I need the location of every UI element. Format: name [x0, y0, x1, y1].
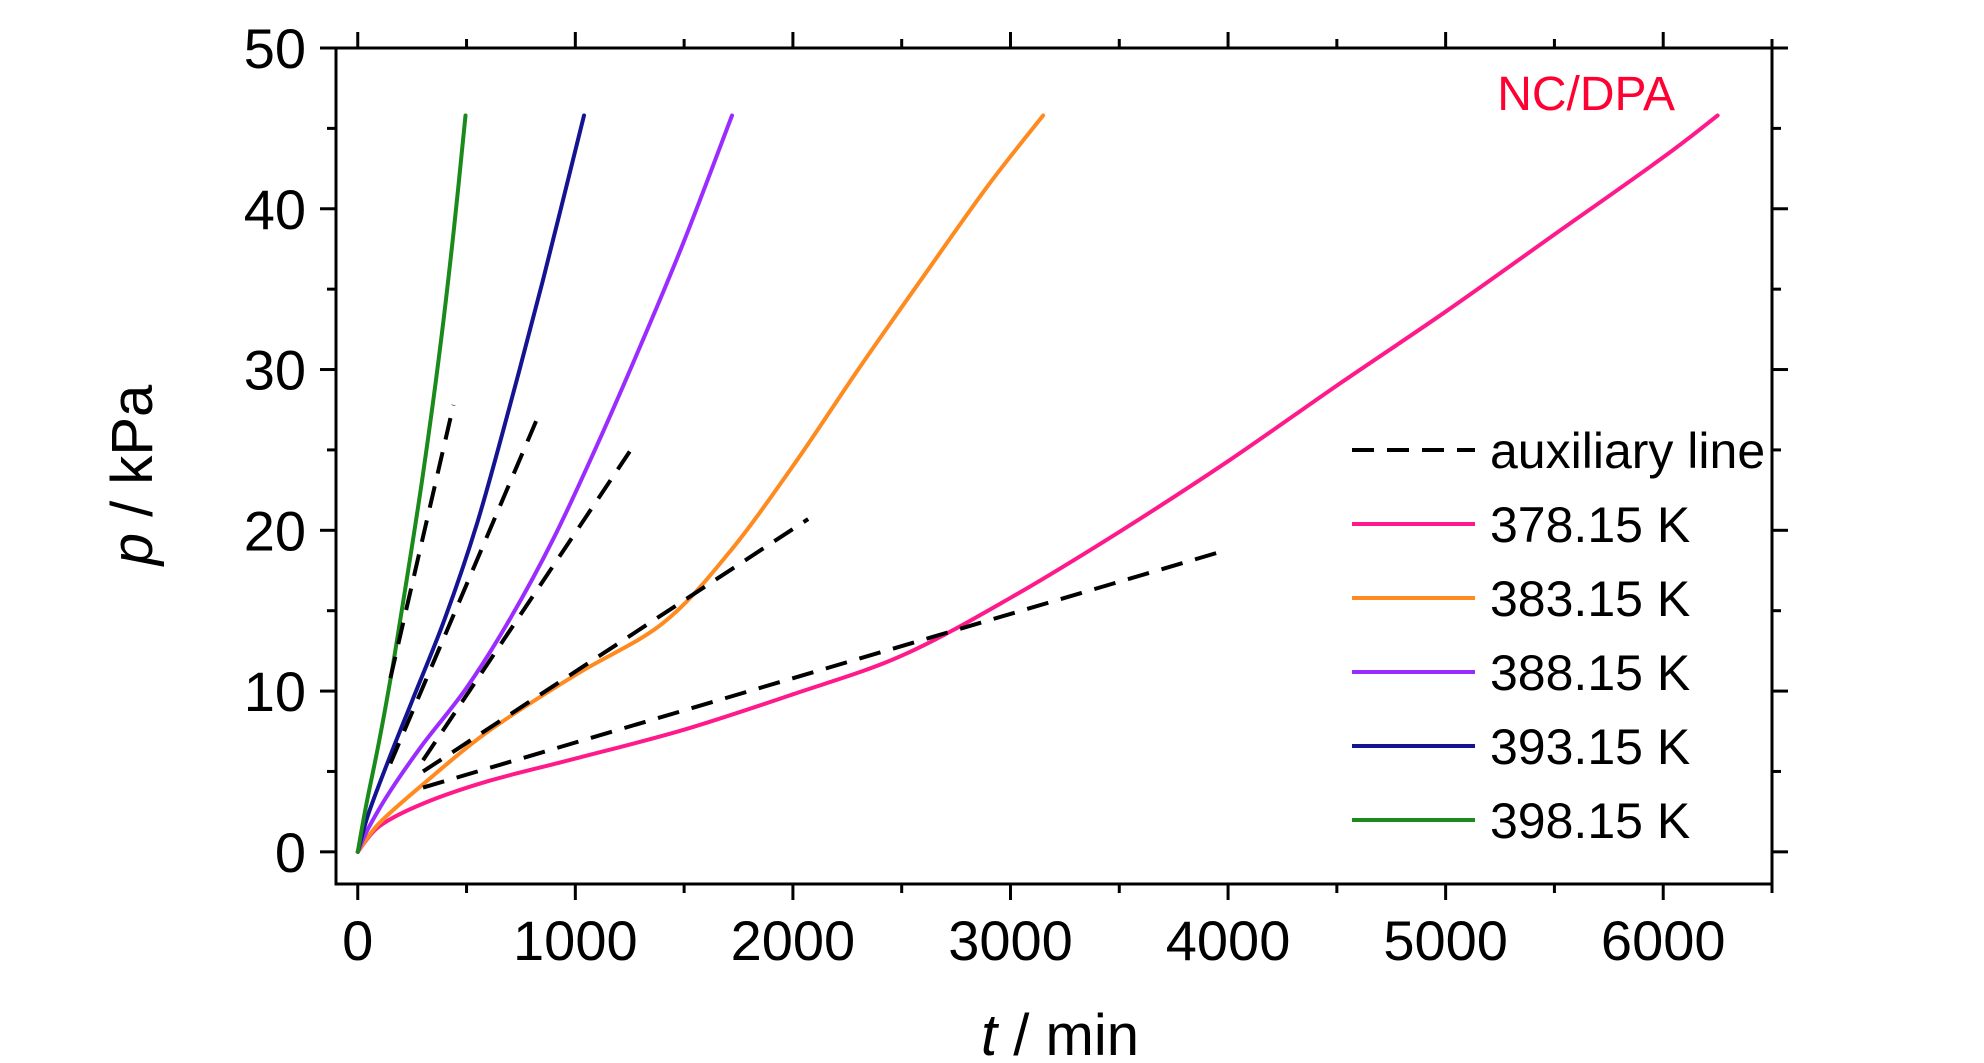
- x-tick-label: 0: [342, 909, 373, 972]
- x-axis-title-var: t: [981, 1003, 1000, 1063]
- legend-label-auxiliary-line: auxiliary line: [1490, 423, 1765, 479]
- legend-label-393-15-k: 393.15 K: [1490, 719, 1690, 775]
- y-axis-title: p / kPa: [100, 384, 165, 567]
- plot-frame: [334, 46, 1774, 886]
- legend: auxiliary line 378.15 K 383.15 K 388.15 K 39…: [1352, 423, 1765, 849]
- y-tick-label: 20: [244, 499, 306, 562]
- y-tick-label: 50: [244, 17, 306, 80]
- plot-area: [355, 113, 1720, 854]
- series-line-398-15-k: [355, 113, 468, 854]
- auxiliary-line-segment-1: [422, 547, 1229, 790]
- legend-label-388-15-k: 388.15 K: [1490, 645, 1690, 701]
- y-tick-label: 40: [244, 178, 306, 241]
- legend-label-398-15-k: 398.15 K: [1490, 793, 1690, 849]
- y-tick-label: 30: [244, 339, 306, 402]
- series-line-393-15-k: [355, 113, 586, 854]
- x-axis-title: t / min: [981, 1003, 1139, 1063]
- series-line-383-15-k: [355, 113, 1046, 854]
- legend-label-378-15-k: 378.15 K: [1490, 497, 1690, 553]
- x-axis-title-unit: / min: [997, 1003, 1139, 1063]
- series-line-378-15-k: [355, 113, 1720, 854]
- axes: 0 1000 2000 3000 4000 5000 6000 0 10 20 30 40 50: [244, 17, 1788, 972]
- auxiliary-line-segment-5: [388, 404, 456, 679]
- x-tick-label: 1000: [513, 909, 638, 972]
- y-tick-label: 0: [275, 821, 306, 884]
- chart-annotation: NC/DPA: [1497, 68, 1675, 121]
- legend-label-383-15-k: 383.15 K: [1490, 571, 1690, 627]
- y-tick-label: 10: [244, 660, 306, 723]
- series-line-388-15-k: [355, 113, 734, 854]
- y-axis-title-unit: / kPa: [100, 384, 165, 533]
- x-tick-label: 4000: [1166, 909, 1291, 972]
- auxiliary-line-segment-4: [388, 420, 539, 765]
- y-axis-title-var: p: [100, 533, 165, 567]
- x-tick-label: 6000: [1601, 909, 1726, 972]
- x-tick-label: 3000: [948, 909, 1073, 972]
- auxiliary-line-segment-2: [421, 517, 810, 774]
- x-tick-label: 2000: [731, 909, 856, 972]
- x-tick-label: 5000: [1383, 909, 1508, 972]
- auxiliary-line-segment-3: [421, 450, 632, 762]
